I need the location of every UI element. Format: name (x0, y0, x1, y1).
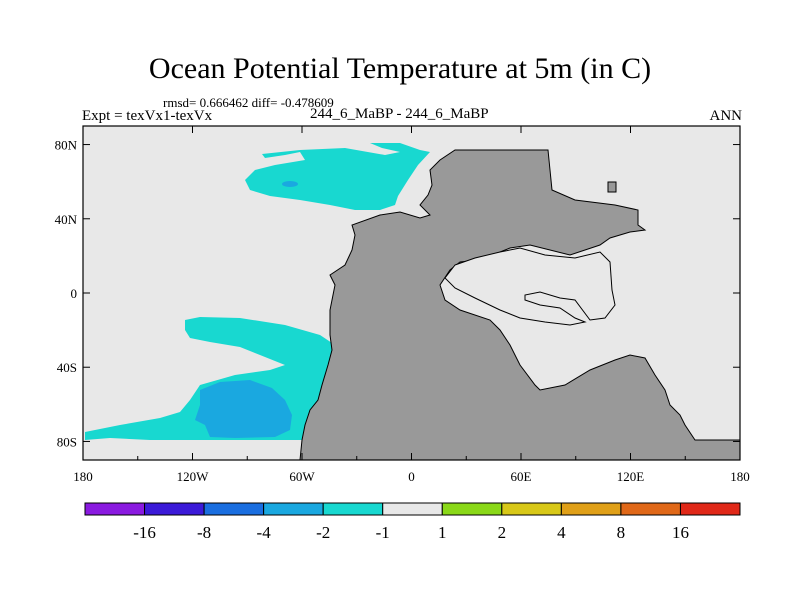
x-tick-label: 120E (617, 469, 645, 484)
colorbar-box (679, 502, 741, 516)
colorbar-label: 2 (498, 523, 507, 542)
colorbar-label: -8 (197, 523, 211, 542)
colorbar-label: -4 (257, 523, 272, 542)
colorbar-box (620, 502, 681, 516)
x-tick-label: 120W (177, 469, 210, 484)
colorbar-box (560, 502, 622, 516)
colorbar-box (203, 502, 265, 516)
colorbar-box (263, 502, 324, 516)
y-tick-label: 0 (71, 286, 78, 301)
chart-title: Ocean Potential Temperature at 5m (in C) (148, 52, 652, 85)
x-tick-label: 60W (289, 469, 315, 484)
colorbar-label: -2 (316, 523, 330, 542)
colorbar-box (501, 502, 562, 516)
x-tick-label: 60E (511, 469, 532, 484)
y-tick-label: 80S (57, 434, 77, 449)
land-mass (299, 149, 741, 461)
cold-anomaly-core (195, 380, 292, 438)
colorbar-label: 1 (438, 523, 447, 542)
x-tick-label: 0 (408, 469, 415, 484)
y-tick-label: 80N (55, 138, 78, 153)
y-tick-labels: 80N 40N 0 40S 80S (55, 138, 78, 450)
x-tick-label: 180 (730, 469, 750, 484)
colorbar-label: 8 (617, 523, 626, 542)
inland-sea (444, 247, 616, 326)
y-tick-label: 40N (55, 212, 78, 227)
colorbar-box (322, 502, 384, 516)
experiment-label: Expt = texVx1-texVx (82, 108, 213, 124)
colorbar-label: 16 (672, 523, 689, 542)
colorbar-labels: -16 -8 -4 -2 -1 1 2 4 8 16 (133, 523, 689, 542)
stats-line: rmsd= 0.666462 diff= -0.478609 (163, 95, 334, 110)
colorbar-box (441, 502, 503, 516)
colorbar (84, 502, 741, 516)
colorbar-box (144, 502, 205, 516)
colorbar-box (84, 502, 146, 516)
land-islet (607, 181, 617, 193)
colorbar-label: -16 (133, 523, 156, 542)
season-label: ANN (709, 108, 743, 124)
colorbar-label: 4 (557, 523, 566, 542)
x-tick-label: 180 (73, 469, 93, 484)
anomaly-spot-north (282, 181, 298, 187)
y-tick-label: 40S (57, 360, 77, 375)
colorbar-box (382, 502, 443, 516)
axis-ticks (82, 126, 741, 460)
case-label: 244_6_MaBP - 244_6_MaBP (310, 106, 489, 122)
x-tick-labels: 180 120W 60W 0 60E 120E 180 (73, 469, 750, 484)
cold-anomaly-north (245, 143, 430, 210)
colorbar-label: -1 (376, 523, 390, 542)
